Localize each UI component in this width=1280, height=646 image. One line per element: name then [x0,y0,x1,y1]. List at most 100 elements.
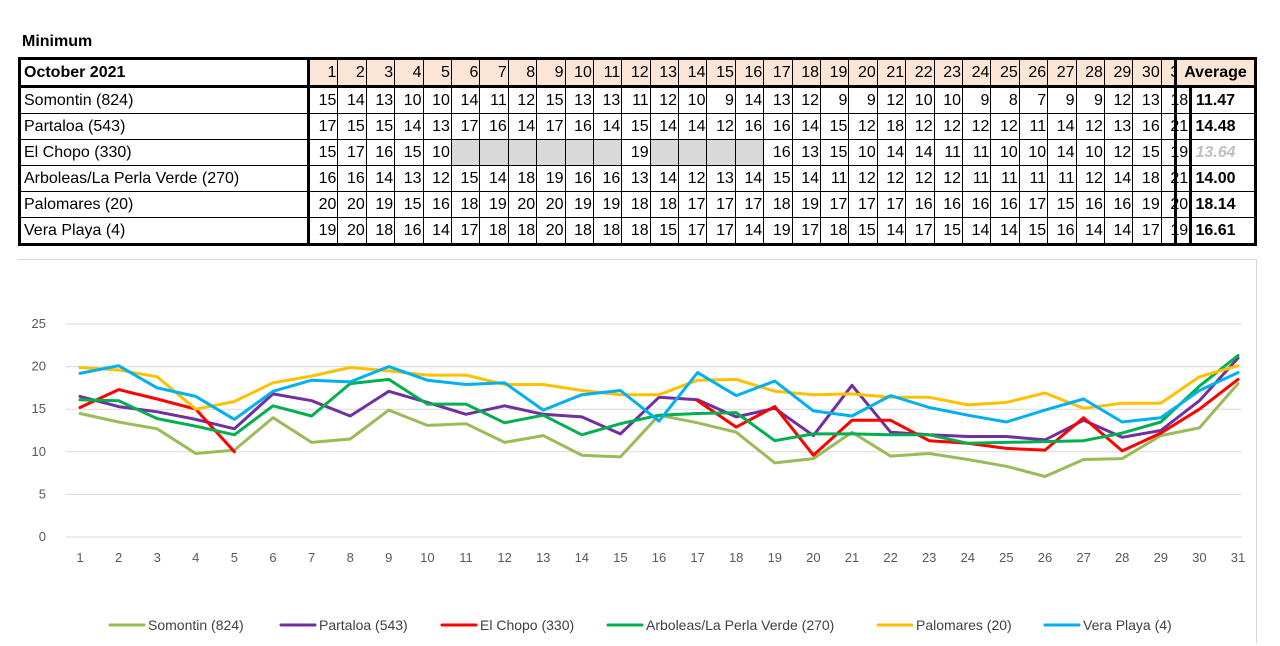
temperature-cell: 15 [820,139,850,166]
table-header-row: October 2021 1 2 3 4 5 6 7 8 9 10 11 12 13 14 15 16 17 18 1… [19,58,1192,88]
legend-label: El Chopo (330) [480,617,574,633]
x-tick-label: 11 [459,550,473,565]
y-tick-label: 0 [39,529,46,544]
temperature-cell: 12 [876,86,907,114]
temperature-cell: 15 [337,113,367,140]
station-name: El Chopo (330) [19,139,310,166]
temperature-cell: 10 [422,86,452,114]
x-tick-label: 12 [497,550,511,565]
temperature-cell: 17 [820,191,850,218]
x-tick-label: 20 [806,550,820,565]
temperature-cell: 9 [848,86,878,114]
day-header: 25 [990,58,1020,88]
temperature-cell: 14 [422,217,452,245]
temperature-cell: 8 [990,86,1020,114]
temperature-cell: 17 [307,113,339,140]
missing-cell [536,139,566,166]
x-tick-label: 13 [536,550,550,565]
temperature-cell: 20 [507,191,538,218]
day-header: 22 [905,58,935,88]
temperature-cell: 13 [791,139,822,166]
missing-cell [450,139,481,166]
temperature-cell: 16 [394,217,424,245]
x-tick-label: 1 [76,550,83,565]
series-line [78,356,1240,442]
temperature-cell: 15 [621,113,651,140]
temperature-cell: 14 [1103,165,1134,192]
temperature-cell: 12 [422,165,452,192]
temperature-cell: 16 [422,191,452,218]
temperature-cell: 16 [1075,191,1105,218]
table-row: Arboleas/La Perla Verde (270) 16 16 14 13 12 1… [19,165,1192,192]
station-name: Vera Playa (4) [19,217,310,245]
legend-label: Vera Playa (4) [1083,617,1172,633]
day-header: 23 [933,58,963,88]
temperature-cell: 18 [365,217,396,245]
temperature-cell: 14 [734,217,765,245]
day-header: 3 [365,58,396,88]
temperature-cell: 19 [592,191,623,218]
temperature-cell: 18 [507,217,538,245]
temperature-cell: 18 [621,217,651,245]
temperature-cell: 14 [876,217,907,245]
temperature-cell: 17 [1132,217,1162,245]
y-tick-label: 15 [32,401,46,416]
temperature-cell: 14 [394,113,424,140]
x-tick-label: 24 [961,550,975,565]
day-header: 21 [876,58,907,88]
temperature-cell: 16 [905,191,935,218]
average-header-row: Average [1175,58,1256,88]
day-header: 27 [1047,58,1077,88]
temperature-cell: 17 [905,217,935,245]
temperature-cell: 16 [1132,113,1162,140]
temperature-cell: 7 [1018,86,1049,114]
legend-label: Palomares (20) [916,617,1012,633]
temperature-cell: 11 [820,165,850,192]
temperature-cell: 15 [763,165,793,192]
temperature-cell: 16 [337,165,367,192]
y-tick-label: 20 [32,359,46,374]
temperature-cell: 13 [1132,86,1162,114]
x-tick-label: 31 [1231,550,1245,565]
temperature-cell: 15 [450,165,481,192]
temperature-cell: 15 [307,139,339,166]
temperature-cell: 11 [961,165,992,192]
temperature-cell: 11 [933,139,963,166]
temperature-cell: 18 [649,191,680,218]
temperature-cell: 15 [933,217,963,245]
legend-label: Somontin (824) [148,617,244,633]
day-header: 24 [961,58,992,88]
average-value: 18.14 [1175,191,1256,218]
series-line [78,364,1240,424]
x-tick-label: 7 [308,550,315,565]
temperature-cell: 14 [791,113,822,140]
temperature-cell: 12 [933,113,963,140]
day-header: 19 [820,58,850,88]
day-header: 10 [564,58,594,88]
temperature-cell: 9 [961,86,992,114]
day-header: 18 [791,58,822,88]
temperature-cell: 20 [536,191,566,218]
temperature-cell: 14 [592,113,623,140]
temperature-cell: 15 [1132,139,1162,166]
temperature-cell: 12 [1103,86,1134,114]
day-header: 16 [734,58,765,88]
x-tick-label: 21 [845,550,859,565]
missing-cell [678,139,708,166]
temperature-cell: 17 [678,191,708,218]
temperature-cell: 18 [450,191,481,218]
temperature-cell: 12 [933,165,963,192]
x-tick-label: 29 [1154,550,1168,565]
day-header: 14 [678,58,708,88]
temperature-cell: 14 [649,165,680,192]
temperature-cell: 16 [1047,217,1077,245]
temperature-cell: 14 [734,86,765,114]
table-row: Somontin (824) 15 14 13 10 10 14 11 12 15 13 13 11 12… [19,86,1192,114]
average-row: 16.61 [1175,217,1256,245]
day-header: 9 [536,58,566,88]
x-tick-label: 28 [1115,550,1129,565]
temperature-cell: 17 [450,217,481,245]
x-tick-label: 4 [192,550,199,565]
temperature-cell: 11 [479,86,509,114]
